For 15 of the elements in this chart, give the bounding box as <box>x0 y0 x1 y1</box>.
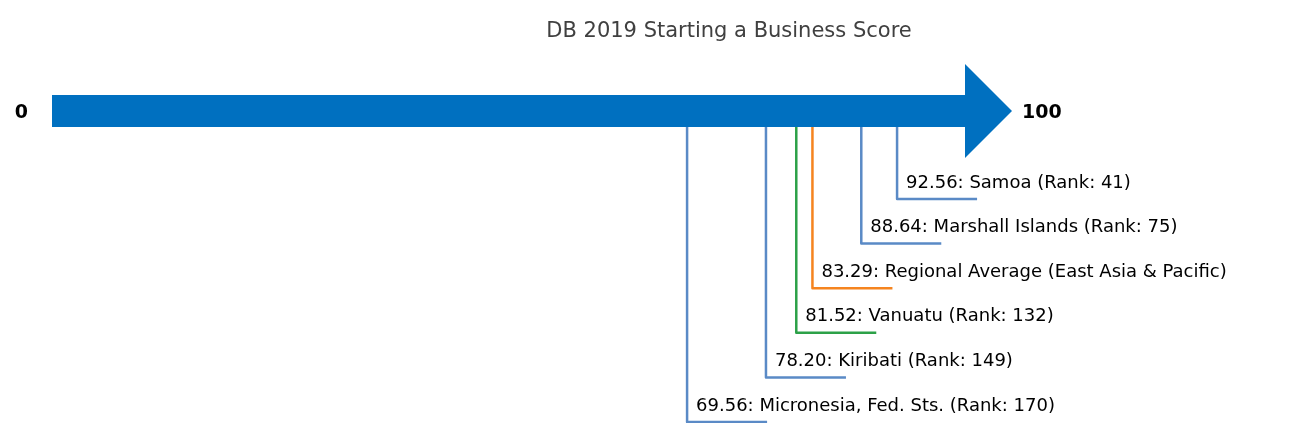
data-label: 92.56: <box>906 170 964 192</box>
text: 0 <box>14 100 28 122</box>
data-label: 81.52: <box>805 304 863 326</box>
category-label: Regional Average (East Asia & Pacific) <box>884 259 1227 281</box>
data-label: 78.20: <box>774 348 833 370</box>
category-label: Vanuatu (Rank: 132) <box>868 304 1054 326</box>
category-label: Kiribati (Rank: 149) <box>838 348 1013 370</box>
text: DB 2019 Starting a Business Score <box>546 17 912 42</box>
data-label: 88.64: <box>870 215 928 237</box>
text: 100 <box>1022 100 1062 122</box>
data-label: 83.29: <box>821 259 880 281</box>
category-label: Samoa (Rank: 41) <box>969 170 1131 192</box>
category-label: Marshall Islands (Rank: 75) <box>933 215 1178 237</box>
category-label: Micronesia, Fed. Sts. (Rank: 170) <box>759 393 1055 415</box>
data-label: 69.56: <box>696 393 754 415</box>
